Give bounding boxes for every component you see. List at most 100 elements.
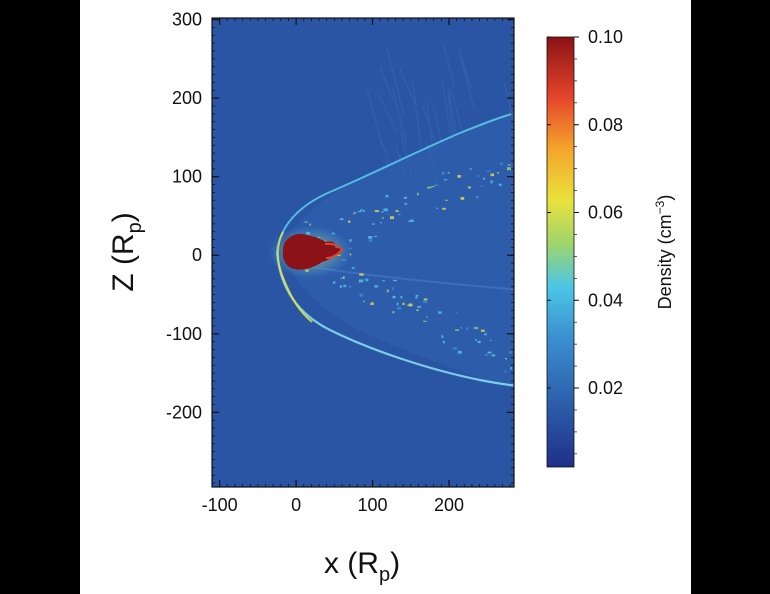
colorbar-tick-label: 0.02 [588,378,623,398]
colorbar-ticks: 0.10 0.08 0.06 0.04 0.02 [547,27,623,455]
colorbar: 0.10 0.08 0.06 0.04 0.02 Density (cm−3) [546,27,675,468]
y-tick-label: 200 [172,88,202,108]
speckle [485,354,488,356]
speckle [480,185,484,187]
speckle [379,222,382,224]
speckle [359,273,364,276]
speckle [482,177,486,180]
speckle [353,212,356,216]
speckle [431,186,435,188]
minor-ticks [211,18,514,487]
speckle [404,202,408,205]
speckle [347,220,351,223]
y-tick-label: 300 [172,10,202,30]
magnetosheath-region [281,112,514,389]
speckle [437,311,442,314]
speckle [415,294,419,297]
speckle [359,293,364,297]
speckle [442,207,446,210]
x-tick-label: 200 [434,495,464,515]
speckle [349,239,352,242]
plot-frame [211,17,515,488]
speckle [397,307,402,310]
plot-area [211,17,515,488]
dense-core [282,233,342,270]
wind-streak [441,79,453,141]
speckle [381,217,384,219]
speckle [433,184,439,186]
speckle [374,210,379,213]
speckle [427,186,432,189]
speckle [339,285,343,288]
speckle [374,285,379,288]
speckle [457,350,462,354]
wind-streak [412,81,423,150]
speckle [490,173,495,177]
core-fringe [324,242,344,259]
speckle [445,199,448,201]
speckle [452,347,457,350]
speckle [357,211,362,213]
speckle [371,223,375,225]
bow-shock-upper [276,112,514,253]
y-tick-label: -100 [166,324,202,344]
speckle [368,239,373,242]
speckle [417,192,419,196]
speckle [367,236,373,239]
wind-streak [458,49,473,89]
x-axis-ticks: -100 0 100 200 [202,18,464,515]
speckle [351,267,355,269]
speckle [386,213,390,215]
speckle [407,220,412,222]
speckle [472,327,476,329]
wind-streak [460,58,475,109]
speckle [358,279,364,283]
speckle [423,320,427,322]
speckle [506,167,512,171]
speckle [466,327,469,330]
colorbar-gradient [546,36,575,468]
speckle [509,351,512,354]
speckle [370,302,374,306]
speckle [457,175,461,178]
y-tick-label: -200 [166,402,202,422]
speckle [423,298,428,301]
colorbar-tick-label: 0.10 [588,27,623,47]
speckle [360,209,363,211]
speckle [392,311,395,314]
speckle [340,277,345,279]
speckle [442,340,445,344]
speckle [484,333,487,336]
speckle [364,278,367,281]
y-axis-ticks: 300 200 100 0 -100 -200 [166,10,514,422]
speckle [496,172,500,174]
speckle [441,172,445,175]
speckle [489,339,492,342]
speckle [383,208,388,212]
speckle [363,300,365,303]
speckle [460,197,465,200]
speckle [340,218,344,221]
speckle [402,302,405,306]
speckle [395,210,399,213]
speckle [477,340,481,344]
speckle [386,289,389,293]
speckle [362,210,366,212]
y-tick-label: 100 [172,167,202,187]
speckle [467,186,471,189]
speckle [491,354,496,357]
colorbar-tick-label: 0.06 [588,203,623,223]
speckle [441,335,444,339]
speckle [373,235,378,238]
speckle [504,371,507,373]
wind-streak [391,87,408,147]
speckle [415,296,418,299]
speckle [398,214,401,216]
speckle [447,172,450,174]
speckle [403,196,407,199]
wind-streak [442,42,455,88]
speckle [408,303,413,307]
speckle [389,216,394,220]
x-axis-label: x (Rp) [324,547,400,586]
